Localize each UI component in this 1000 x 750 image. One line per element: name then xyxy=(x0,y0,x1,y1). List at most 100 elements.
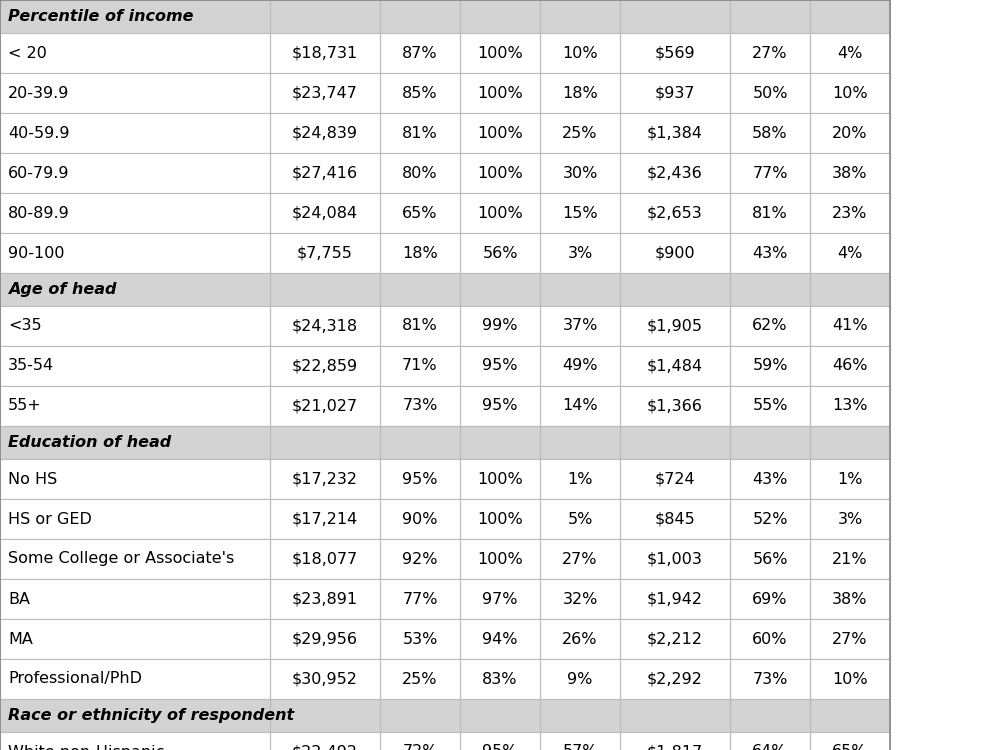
Text: 55+: 55+ xyxy=(8,398,42,413)
Text: 65%: 65% xyxy=(832,745,868,750)
Text: 56%: 56% xyxy=(752,551,788,566)
Text: BA: BA xyxy=(8,592,30,607)
Bar xyxy=(380,113,460,153)
Text: $2,212: $2,212 xyxy=(647,632,703,646)
Text: $1,484: $1,484 xyxy=(647,358,703,374)
Bar xyxy=(730,426,810,459)
Text: <35: <35 xyxy=(8,319,42,334)
Bar xyxy=(0,233,890,273)
Bar xyxy=(460,306,540,346)
Text: $30,952: $30,952 xyxy=(292,671,358,686)
Text: 37%: 37% xyxy=(562,319,598,334)
Bar xyxy=(460,659,540,699)
Bar xyxy=(0,346,270,386)
Bar xyxy=(0,306,890,346)
Bar xyxy=(620,73,730,113)
Text: Professional/PhD: Professional/PhD xyxy=(8,671,142,686)
Text: 53%: 53% xyxy=(402,632,438,646)
Text: 56%: 56% xyxy=(482,245,518,260)
Text: $17,232: $17,232 xyxy=(292,472,358,487)
Bar xyxy=(380,732,460,750)
Text: 90%: 90% xyxy=(402,512,438,526)
Bar xyxy=(620,619,730,659)
Bar xyxy=(460,233,540,273)
Bar xyxy=(730,113,810,153)
Text: $900: $900 xyxy=(655,245,695,260)
Text: 95%: 95% xyxy=(482,398,518,413)
Bar xyxy=(380,233,460,273)
Bar xyxy=(460,619,540,659)
Text: 95%: 95% xyxy=(482,358,518,374)
Bar xyxy=(460,386,540,426)
Bar xyxy=(620,699,730,732)
Bar xyxy=(0,699,890,732)
Text: 15%: 15% xyxy=(562,206,598,220)
Bar xyxy=(810,426,890,459)
Text: 83%: 83% xyxy=(482,671,518,686)
Bar xyxy=(540,426,620,459)
Text: 80-89.9: 80-89.9 xyxy=(8,206,70,220)
Bar xyxy=(0,273,890,306)
Text: 58%: 58% xyxy=(752,125,788,140)
Text: 80%: 80% xyxy=(402,166,438,181)
Text: 100%: 100% xyxy=(477,86,523,100)
Text: $24,084: $24,084 xyxy=(292,206,358,220)
Bar xyxy=(540,153,620,193)
Bar xyxy=(270,699,380,732)
Bar xyxy=(810,539,890,579)
Bar xyxy=(730,459,810,499)
Text: 77%: 77% xyxy=(752,166,788,181)
Bar xyxy=(380,73,460,113)
Bar xyxy=(540,579,620,619)
Bar xyxy=(540,273,620,306)
Text: 46%: 46% xyxy=(832,358,868,374)
Bar xyxy=(460,459,540,499)
Bar xyxy=(540,233,620,273)
Text: 4%: 4% xyxy=(837,245,863,260)
Text: 65%: 65% xyxy=(402,206,438,220)
Text: $7,755: $7,755 xyxy=(297,245,353,260)
Text: $18,731: $18,731 xyxy=(292,46,358,61)
Bar xyxy=(0,33,270,73)
Bar xyxy=(0,459,890,499)
Bar xyxy=(0,0,890,750)
Bar xyxy=(270,233,380,273)
Bar xyxy=(730,346,810,386)
Bar xyxy=(380,386,460,426)
Bar xyxy=(620,153,730,193)
Text: 57%: 57% xyxy=(562,745,598,750)
Bar xyxy=(380,273,460,306)
Bar xyxy=(460,499,540,539)
Bar xyxy=(380,699,460,732)
Bar xyxy=(0,459,270,499)
Bar xyxy=(0,193,890,233)
Bar xyxy=(0,0,890,33)
Bar xyxy=(620,33,730,73)
Bar xyxy=(730,539,810,579)
Bar xyxy=(380,346,460,386)
Text: $24,839: $24,839 xyxy=(292,125,358,140)
Bar xyxy=(620,0,730,33)
Bar xyxy=(730,499,810,539)
Text: 38%: 38% xyxy=(832,166,868,181)
Text: 62%: 62% xyxy=(752,319,788,334)
Text: $24,318: $24,318 xyxy=(292,319,358,334)
Text: 100%: 100% xyxy=(477,166,523,181)
Bar xyxy=(380,306,460,346)
Text: $845: $845 xyxy=(655,512,695,526)
Bar xyxy=(620,732,730,750)
Bar xyxy=(270,539,380,579)
Text: 69%: 69% xyxy=(752,592,788,607)
Text: 73%: 73% xyxy=(402,398,438,413)
Text: 10%: 10% xyxy=(562,46,598,61)
Bar xyxy=(810,33,890,73)
Bar xyxy=(380,659,460,699)
Bar xyxy=(460,153,540,193)
Text: 81%: 81% xyxy=(752,206,788,220)
Bar xyxy=(620,579,730,619)
Bar xyxy=(0,153,890,193)
Bar xyxy=(0,153,270,193)
Text: 20%: 20% xyxy=(832,125,868,140)
Bar xyxy=(730,0,810,33)
Bar xyxy=(0,426,890,459)
